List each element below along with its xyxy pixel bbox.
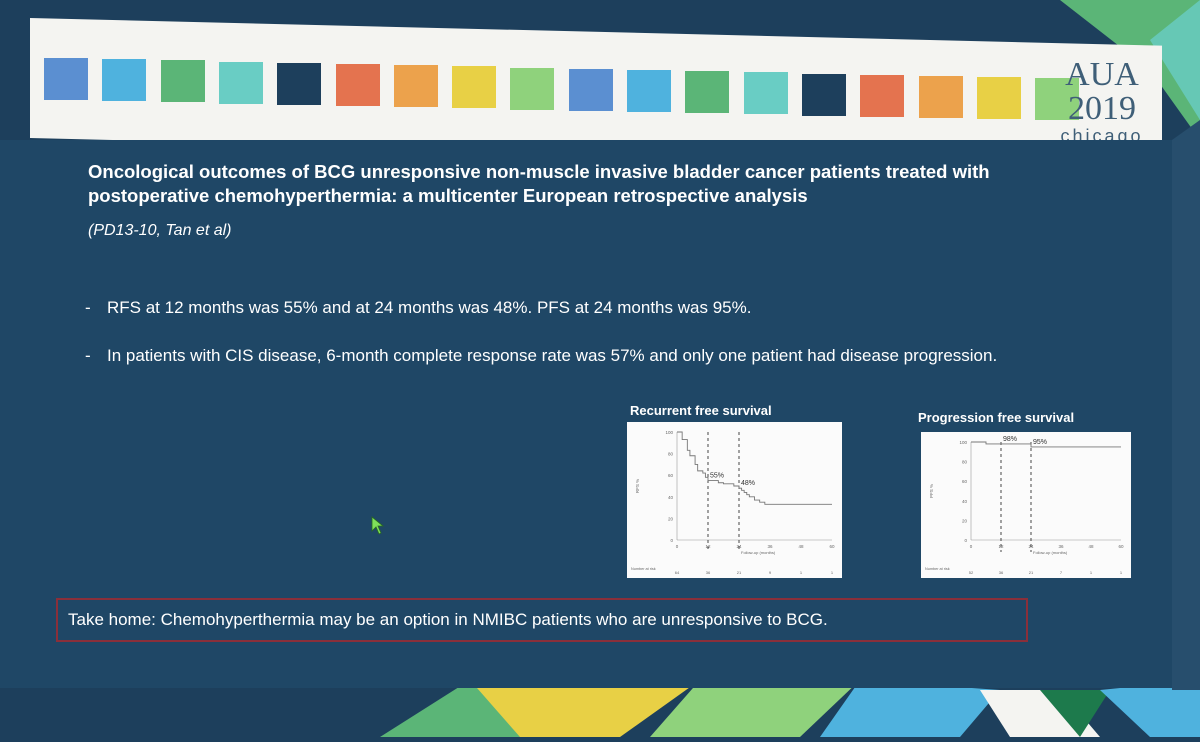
data-label: 55% xyxy=(710,473,724,480)
color-square xyxy=(918,76,963,118)
x-tick-label: 48 xyxy=(1088,544,1094,549)
risk-value: 21 xyxy=(737,570,742,575)
risk-value: 7 xyxy=(1060,570,1063,575)
risk-value: 1 xyxy=(1120,570,1123,575)
risk-value: 1 xyxy=(800,570,803,575)
y-axis-label: RFS % xyxy=(635,479,640,493)
risk-value: 1 xyxy=(1090,570,1093,575)
risk-table-label: Number at risk xyxy=(925,567,950,571)
aua-2019-logo: AUA 2019 chicago xyxy=(1042,58,1162,147)
y-tick-label: 100 xyxy=(959,440,967,445)
y-tick-label: 100 xyxy=(665,430,673,435)
y-tick-label: 80 xyxy=(962,460,968,465)
y-tick-label: 20 xyxy=(962,518,968,523)
slide-title: Oncological outcomes of BCG unresponsive… xyxy=(88,161,990,206)
rfs-chart-svg: 02040608010001224364860RFS %Follow-up (m… xyxy=(631,430,835,575)
x-tick-label: 36 xyxy=(1058,544,1064,549)
data-label: 95% xyxy=(1033,439,1047,446)
color-square xyxy=(510,67,555,110)
logo-line-2: 2019 xyxy=(1068,90,1136,127)
color-square xyxy=(685,71,730,114)
risk-value: 52 xyxy=(969,570,974,575)
risk-value: 1 xyxy=(831,570,834,575)
rfs-chart-title: Recurrent free survival xyxy=(630,403,772,418)
y-tick-label: 20 xyxy=(668,516,674,521)
color-square xyxy=(743,72,788,115)
color-square xyxy=(976,77,1021,120)
x-axis-label: Follow-up (months) xyxy=(741,550,776,555)
bullet-item: - RFS at 12 months was 55% and at 24 mont… xyxy=(85,297,985,319)
risk-value: 36 xyxy=(999,570,1004,575)
citation: (PD13-10, Tan et al) xyxy=(88,222,232,239)
x-axis-label: Follow-up (months) xyxy=(1033,550,1068,555)
bullet-text: In patients with CIS disease, 6-month co… xyxy=(107,346,998,365)
bullet-text: RFS at 12 months was 55% and at 24 month… xyxy=(107,298,752,317)
survival-curve xyxy=(971,441,1121,448)
color-square xyxy=(452,66,497,109)
risk-value: 9 xyxy=(769,570,772,575)
bullet-marker: - xyxy=(85,346,91,365)
data-label: 48% xyxy=(741,480,755,487)
pfs-chart: 02040608010001224364860PFS %Follow-up (m… xyxy=(921,432,1131,578)
data-label: 98% xyxy=(1003,436,1017,443)
color-square xyxy=(160,60,205,103)
y-tick-label: 40 xyxy=(668,495,674,500)
y-tick-label: 40 xyxy=(962,499,968,504)
y-tick-label: 0 xyxy=(670,538,673,543)
bullet-marker: - xyxy=(85,298,91,317)
content-panel xyxy=(0,140,1172,688)
risk-value: 64 xyxy=(675,570,680,575)
color-square xyxy=(335,64,380,106)
take-home-box: Take home: Chemohyperthermia may be an o… xyxy=(56,598,1028,642)
y-tick-label: 60 xyxy=(962,479,968,484)
color-square xyxy=(627,70,671,112)
color-square xyxy=(1035,78,1080,121)
x-tick-label: 0 xyxy=(676,544,679,549)
x-tick-label: 36 xyxy=(767,544,773,549)
mouse-cursor-icon xyxy=(371,516,385,535)
risk-table-label: Number at risk xyxy=(631,567,656,571)
logo-line-1: AUA xyxy=(1065,56,1139,93)
color-square xyxy=(277,62,322,105)
survival-curve xyxy=(677,431,832,505)
y-tick-label: 0 xyxy=(964,538,967,543)
color-square xyxy=(801,73,846,116)
x-tick-label: 0 xyxy=(970,544,973,549)
y-tick-label: 60 xyxy=(668,473,674,478)
x-tick-label: 48 xyxy=(798,544,804,549)
pfs-chart-svg: 02040608010001224364860PFS %Follow-up (m… xyxy=(925,436,1124,575)
color-square xyxy=(102,59,147,102)
risk-value: 21 xyxy=(1029,570,1034,575)
color-square xyxy=(393,65,438,108)
color-square xyxy=(568,68,613,111)
x-tick-label: 60 xyxy=(1118,544,1124,549)
pfs-chart-title: Progression free survival xyxy=(918,410,1075,425)
bullet-item: - In patients with CIS disease, 6-month c… xyxy=(85,345,1045,367)
color-square xyxy=(860,74,905,117)
y-tick-label: 80 xyxy=(668,452,674,457)
rfs-chart: 02040608010001224364860RFS %Follow-up (m… xyxy=(627,422,842,578)
risk-value: 36 xyxy=(706,570,711,575)
color-square xyxy=(44,58,88,100)
color-square xyxy=(218,61,263,104)
x-tick-label: 60 xyxy=(829,544,835,549)
y-axis-label: PFS % xyxy=(929,484,934,498)
